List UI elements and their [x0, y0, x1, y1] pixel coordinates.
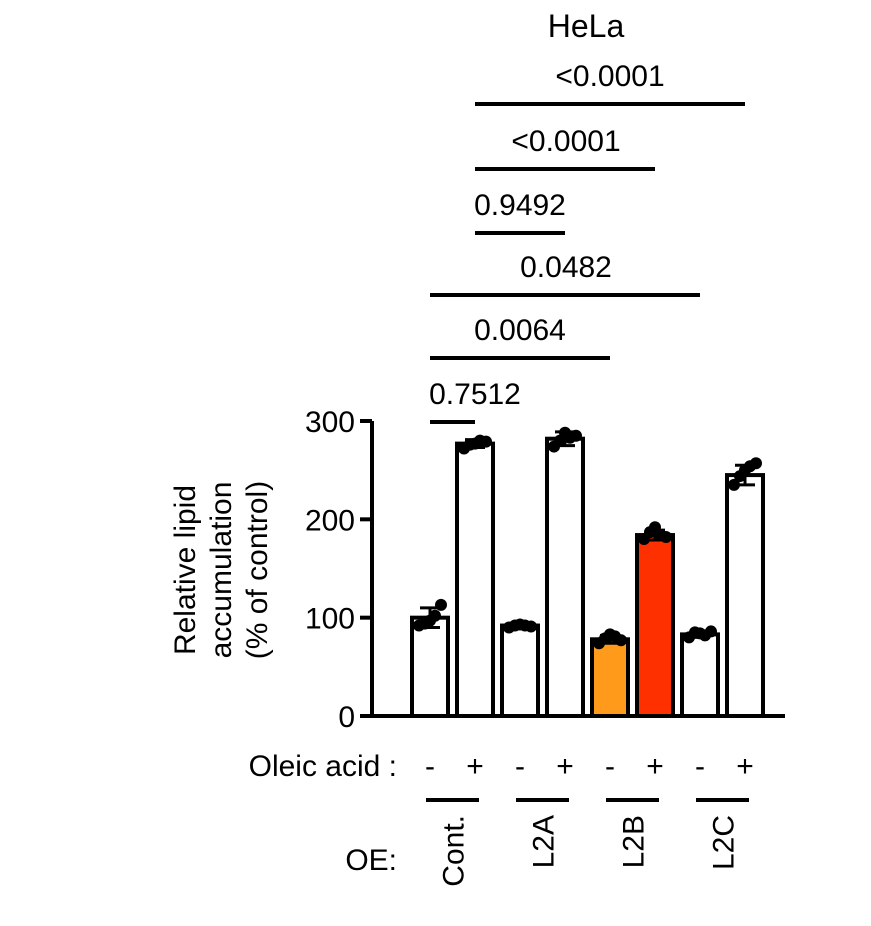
p-value-label: 0.0482 — [520, 251, 612, 284]
bar — [545, 436, 585, 718]
data-point — [660, 531, 672, 544]
group-label: L2B — [618, 815, 651, 868]
bar — [635, 533, 675, 718]
bar — [725, 473, 765, 719]
oleic-acid-sign: + — [646, 750, 664, 783]
y-axis-ticks: 0 100 200 300 — [305, 406, 372, 734]
data-point — [750, 457, 762, 470]
oleic-acid-sign: + — [466, 750, 484, 783]
bar — [680, 632, 720, 719]
significance-brackets: 0.7512 0.0064 0.0482 0.9492 <0.0001 <0.0001 — [429, 60, 745, 424]
p-value-label: 0.0064 — [474, 314, 566, 347]
oleic-acid-sign: + — [736, 750, 754, 783]
y-tick-label: 300 — [305, 406, 355, 439]
oleic-acid-signs: - + - + - + - + — [425, 750, 754, 783]
oleic-acid-sign: - — [695, 750, 705, 783]
y-tick-label: 200 — [305, 504, 355, 537]
data-point — [429, 609, 441, 622]
p-value-label: <0.0001 — [555, 60, 664, 93]
data-point — [705, 625, 717, 638]
p-value-label: 0.7512 — [429, 378, 521, 411]
oleic-acid-sign: - — [605, 750, 615, 783]
data-point — [570, 429, 582, 442]
p-value-label: 0.9492 — [474, 189, 566, 222]
bar — [500, 623, 540, 718]
bars — [410, 426, 765, 719]
data-point — [728, 478, 740, 491]
oe-group-labels: Cont. L2A L2B L2C — [426, 798, 749, 887]
data-point — [615, 634, 627, 647]
oleic-acid-row-label: Oleic acid : — [249, 750, 397, 783]
data-point — [480, 435, 492, 448]
group-label: Cont. — [438, 815, 471, 887]
y-axis-label-line: Relative lipid — [169, 485, 202, 655]
group-label: L2A — [528, 815, 561, 868]
bar — [590, 637, 630, 718]
data-point — [435, 598, 447, 611]
oleic-acid-sign: - — [425, 750, 435, 783]
y-axis-label-line: (% of control) — [241, 481, 274, 659]
oleic-acid-sign: - — [515, 750, 525, 783]
oe-row-label: OE: — [345, 844, 397, 877]
bar — [455, 441, 495, 718]
y-axis-label-line: accumulation — [205, 482, 238, 659]
y-tick-label: 0 — [338, 701, 355, 734]
group-label: L2C — [708, 815, 741, 870]
data-point — [525, 620, 537, 633]
chart-title: HeLa — [548, 8, 625, 44]
bar — [410, 615, 450, 719]
p-value-label: <0.0001 — [511, 125, 620, 158]
oleic-acid-sign: + — [556, 750, 574, 783]
y-axis-label: Relative lipid accumulation (% of control) — [169, 481, 274, 659]
y-tick-label: 100 — [305, 603, 355, 636]
